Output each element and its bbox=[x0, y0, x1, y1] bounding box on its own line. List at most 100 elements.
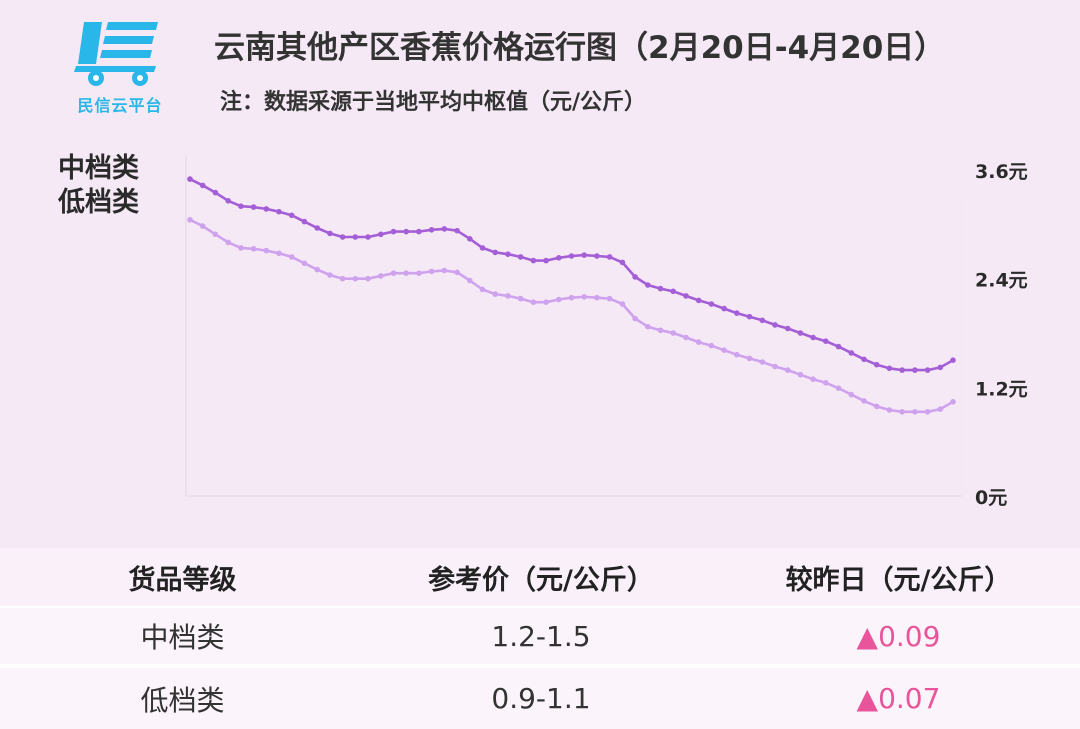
data-point bbox=[301, 260, 308, 267]
data-point bbox=[250, 204, 257, 210]
data-point bbox=[454, 269, 460, 276]
data-point bbox=[683, 293, 689, 299]
data-point bbox=[352, 234, 359, 240]
data-point bbox=[670, 330, 676, 336]
data-point bbox=[225, 198, 231, 204]
data-point bbox=[823, 380, 829, 386]
data-point bbox=[721, 347, 727, 353]
series-line-mid bbox=[189, 177, 954, 372]
table-cell-price: 1.2-1.5 bbox=[491, 619, 591, 653]
data-point bbox=[632, 274, 638, 280]
data-point bbox=[683, 334, 689, 341]
data-point bbox=[403, 228, 410, 235]
data-point bbox=[721, 305, 727, 312]
data-point bbox=[428, 227, 435, 233]
data-point bbox=[619, 301, 626, 307]
data-point bbox=[199, 223, 206, 229]
data-point bbox=[479, 286, 486, 293]
data-point bbox=[873, 361, 880, 368]
data-point bbox=[288, 212, 295, 219]
data-point bbox=[823, 338, 829, 344]
data-point bbox=[759, 317, 766, 324]
data-point bbox=[861, 356, 867, 363]
data-point bbox=[238, 203, 244, 209]
data-point bbox=[403, 270, 410, 276]
table-header-grade: 货品等级 bbox=[128, 564, 237, 596]
data-point bbox=[441, 226, 448, 232]
data-point bbox=[327, 272, 333, 278]
data-point bbox=[339, 234, 346, 240]
data-point bbox=[314, 225, 321, 231]
y-tick-label: 1.2元 bbox=[975, 378, 1028, 400]
data-point bbox=[276, 208, 282, 215]
data-point bbox=[912, 367, 918, 373]
data-point bbox=[886, 365, 893, 372]
series-line-low bbox=[189, 218, 954, 414]
data-point bbox=[238, 245, 244, 251]
data-point bbox=[416, 228, 422, 235]
data-point bbox=[886, 407, 893, 413]
data-point bbox=[454, 227, 460, 234]
data-point bbox=[543, 299, 549, 305]
data-point bbox=[645, 323, 651, 330]
data-point bbox=[835, 385, 842, 391]
data-point bbox=[365, 234, 371, 240]
table-row: 中档类 1.2-1.5 ▲0.09 bbox=[0, 608, 1080, 664]
logo: 民信云平台 bbox=[70, 14, 170, 115]
table-row: 低档类 0.9-1.1 ▲0.07 bbox=[0, 668, 1080, 729]
data-point bbox=[772, 363, 778, 370]
data-point bbox=[543, 257, 549, 264]
data-point bbox=[327, 230, 333, 237]
data-point bbox=[479, 245, 486, 251]
data-point bbox=[759, 359, 766, 365]
data-point bbox=[746, 355, 753, 362]
data-point bbox=[517, 295, 524, 302]
data-point bbox=[378, 273, 384, 279]
data-point bbox=[861, 398, 867, 404]
data-point bbox=[556, 255, 562, 261]
legend-item-low: 低档类 bbox=[58, 187, 139, 218]
data-point bbox=[556, 296, 562, 303]
data-point bbox=[390, 228, 397, 235]
data-point bbox=[657, 285, 664, 292]
data-point bbox=[212, 189, 219, 196]
legend-item-mid: 中档类 bbox=[58, 153, 139, 184]
data-point bbox=[288, 254, 295, 260]
table-cell-change: ▲0.07 bbox=[856, 682, 941, 715]
data-point bbox=[428, 268, 435, 275]
data-point bbox=[606, 254, 613, 260]
data-point bbox=[314, 266, 321, 273]
price-table: 货品等级 参考价（元/公斤） 较昨日（元/公斤） 中档类 1.2-1.5 ▲0.… bbox=[0, 548, 1080, 729]
data-point bbox=[950, 357, 956, 363]
chart-title: 云南其他产区香蕉价格运行图（2月20日-4月20日） bbox=[214, 30, 946, 66]
data-point bbox=[276, 250, 282, 257]
data-point bbox=[187, 217, 193, 223]
y-tick-label: 0元 bbox=[975, 487, 1007, 509]
data-point bbox=[301, 218, 308, 225]
data-point bbox=[467, 277, 473, 284]
table-cell-price: 0.9-1.1 bbox=[491, 682, 591, 715]
chart-subtitle: 注：数据采源于当地平均中枢值（元/公斤） bbox=[220, 90, 647, 115]
data-point bbox=[517, 254, 524, 260]
line-chart: 3.6元 2.4元 1.2元 0元 bbox=[185, 156, 1028, 509]
data-point bbox=[530, 257, 537, 264]
data-point bbox=[899, 367, 905, 373]
truck-logo-icon bbox=[74, 22, 158, 86]
data-point bbox=[606, 295, 613, 302]
data-point bbox=[594, 253, 600, 259]
data-point bbox=[784, 367, 791, 373]
data-point bbox=[772, 322, 778, 328]
data-point bbox=[416, 270, 422, 276]
y-tick-label: 3.6元 bbox=[975, 161, 1028, 183]
data-point bbox=[937, 406, 944, 412]
data-point bbox=[492, 249, 499, 256]
data-point bbox=[530, 299, 537, 305]
data-point bbox=[950, 399, 956, 405]
data-point bbox=[581, 252, 587, 258]
data-point bbox=[670, 288, 676, 295]
data-point bbox=[695, 297, 702, 304]
data-point bbox=[263, 247, 270, 254]
table-header-price: 参考价（元/公斤） bbox=[428, 564, 654, 596]
data-point bbox=[708, 301, 715, 307]
data-point bbox=[378, 231, 384, 238]
